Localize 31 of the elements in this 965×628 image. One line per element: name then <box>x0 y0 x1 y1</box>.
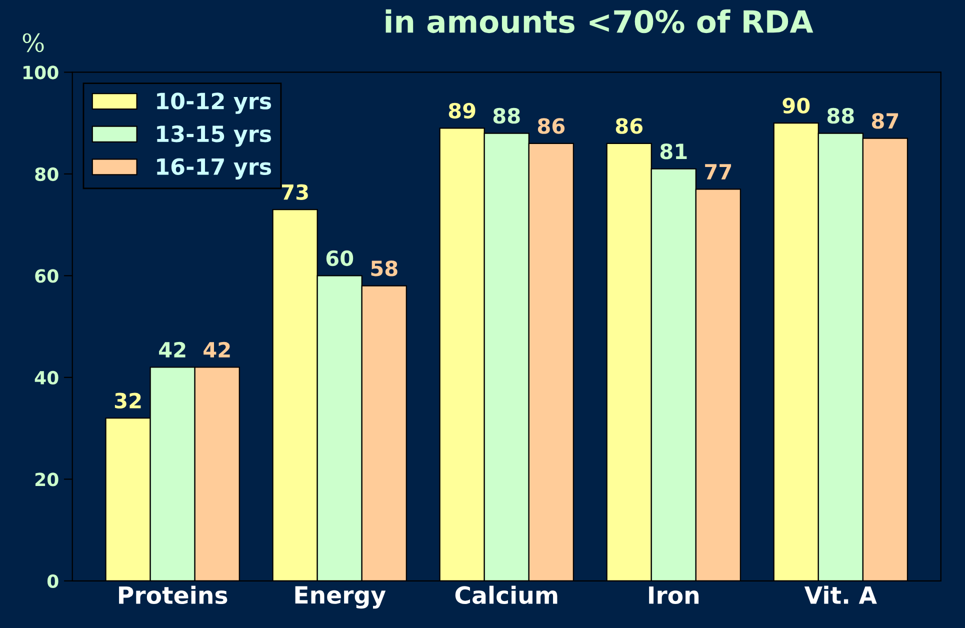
data-label: 73 <box>282 184 308 200</box>
chart-title: in amounts <70% of RDA <box>386 9 814 34</box>
data-label: 60 <box>326 250 354 266</box>
data-label: 58 <box>371 260 398 276</box>
data-label: 81 <box>660 144 687 160</box>
y-tick-label: 20 <box>35 472 58 486</box>
data-label: 88 <box>827 108 854 124</box>
y-tick-label: 0 <box>47 574 58 588</box>
x-tick-label: Iron <box>649 586 699 604</box>
y-tick-label: 80 <box>35 167 58 182</box>
data-label: 86 <box>538 118 565 134</box>
y-axis-title: % <box>22 33 44 52</box>
data-label: 32 <box>114 392 141 409</box>
data-label: 86 <box>616 118 642 134</box>
x-tick-label: Proteins <box>119 586 228 604</box>
x-tick-label: Energy <box>295 586 386 609</box>
legend-label: 13-15 yrs <box>157 125 272 147</box>
data-label: 90 <box>782 98 810 114</box>
legend-label: 16-17 yrs <box>157 158 272 180</box>
data-label: 42 <box>204 342 230 358</box>
y-tick-label: 100 <box>24 66 58 80</box>
x-tick-label: Vit. A <box>804 586 877 604</box>
data-label: 89 <box>448 102 476 119</box>
y-tick-label: 40 <box>34 370 58 385</box>
legend-label: 10-12 yrs <box>157 92 272 114</box>
data-label: 88 <box>493 108 520 124</box>
data-label: 77 <box>705 164 732 180</box>
data-label: 87 <box>872 113 898 129</box>
y-tick-label: 60 <box>35 269 58 283</box>
x-tick-label: Calcium <box>455 586 558 604</box>
data-label: 42 <box>159 342 186 358</box>
